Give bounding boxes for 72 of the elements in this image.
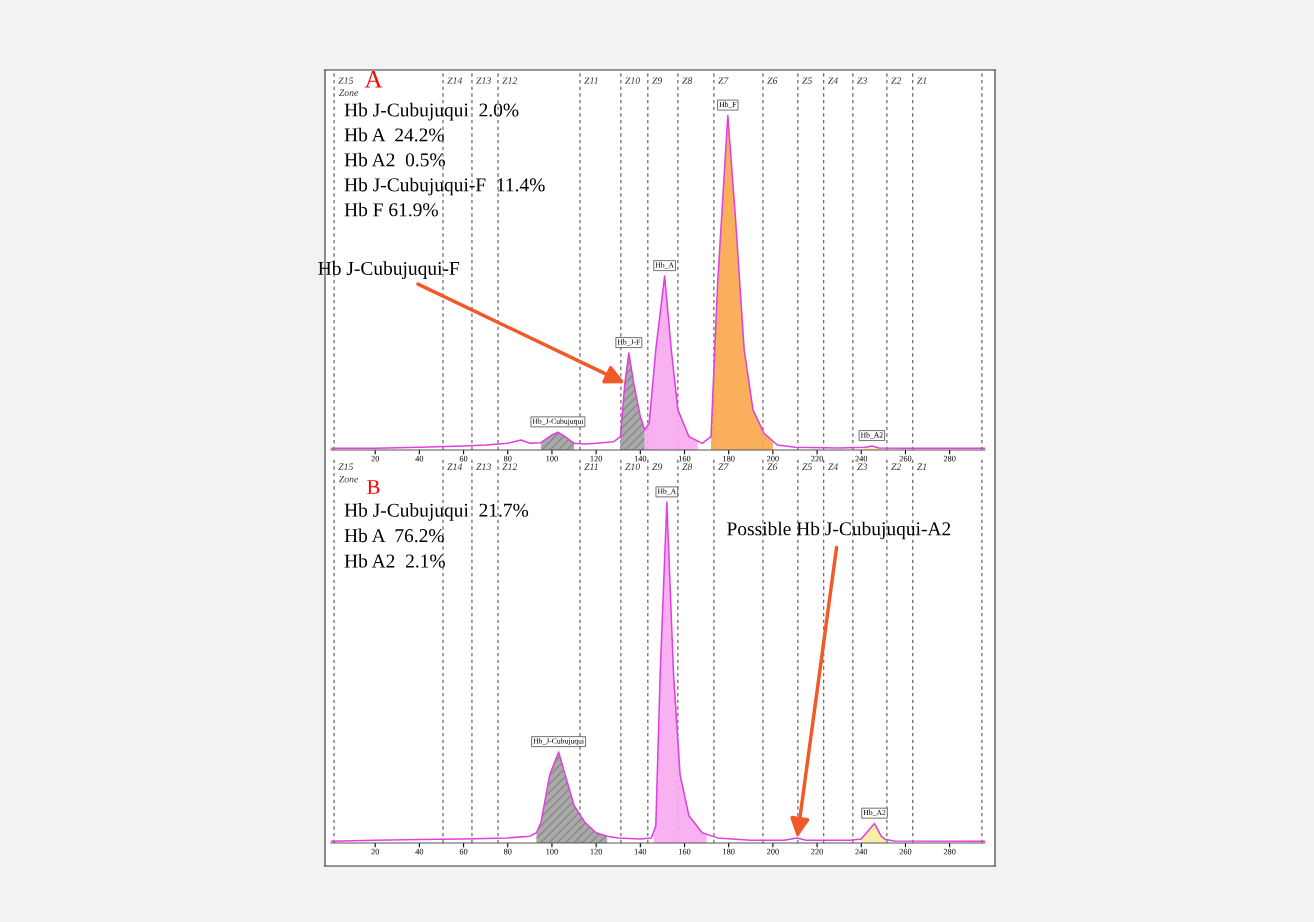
ref-line-label: Z4 (827, 463, 838, 470)
x-tick-label: 200 (767, 455, 779, 462)
x-tick-label: 40 (415, 848, 424, 855)
x-tick-label: 260 (899, 848, 912, 855)
x-tick-label: 280 (943, 455, 956, 462)
x-tick-label: 60 (459, 455, 468, 462)
annotation: Hb F 61.9% (344, 202, 438, 217)
ref-line-label: Z1 (917, 463, 927, 470)
ref-line-label: Z2 (891, 463, 902, 470)
annotation: Hb J-Cubujuqui-F 11.4% (344, 177, 545, 196)
x-tick-label: 80 (503, 455, 512, 462)
x-tick-label: 260 (899, 455, 912, 462)
x-tick-label: 40 (415, 455, 424, 462)
annotation: Possible Hb J-Cubujuqui-A2 (727, 521, 951, 540)
text: Zone (338, 475, 359, 483)
annotation: Hb J-Cubujuqui 21.7% (344, 503, 529, 521)
ref-line-label: Z10 (625, 77, 641, 84)
ref-line-label: Z3 (857, 77, 867, 84)
ref-line-label: Z13 (476, 77, 491, 84)
ref-line-label: Z11 (584, 463, 598, 470)
ref-line-label: Z14 (447, 77, 463, 84)
x-tick-label: 220 (811, 455, 824, 462)
ref-line-label: Z13 (476, 463, 491, 471)
x-tick-label: 280 (943, 848, 956, 855)
ref-line-label: Z15 (338, 77, 354, 84)
ref-line-label: Z9 (652, 463, 663, 471)
ref-line-label: Z4 (827, 77, 838, 84)
x-tick-label: 60 (459, 848, 468, 855)
ref-line-label: Z14 (447, 463, 463, 470)
ref-line-label: Z5 (802, 77, 812, 84)
x-tick-label: 180 (723, 848, 735, 855)
x-tick-label: 100 (546, 848, 558, 855)
ref-line-label: Z10 (625, 463, 641, 471)
annotation: Hb J-Cubujuqui 2.0% (344, 102, 519, 121)
ref-line-label: Z9 (652, 77, 663, 84)
ref-line-label: Z3 (857, 463, 867, 471)
x-tick-label: 240 (855, 455, 868, 462)
ref-line-label: Z6 (767, 463, 778, 471)
annotation: Hb J-Cubujuqui-F (318, 261, 460, 279)
annotation: Hb A 24.2% (344, 127, 444, 142)
chart-title: B (367, 480, 380, 494)
ref-line-label: Z11 (584, 77, 598, 84)
ref-line-label: Z7 (718, 77, 729, 84)
x-tick-label: 200 (767, 848, 779, 855)
ref-line-label: Z5 (802, 463, 812, 471)
x-tick-label: 240 (855, 848, 868, 855)
x-tick-label: 140 (634, 455, 647, 462)
text: Zone (338, 89, 359, 96)
ref-line-label: Z6 (767, 77, 778, 84)
x-tick-label: 80 (503, 848, 512, 855)
ref-line-label: Z1 (917, 77, 927, 84)
ref-line-label: Z15 (338, 463, 354, 471)
annotation: Hb A2 2.1% (344, 553, 445, 568)
ref-line-label: Z12 (502, 463, 518, 470)
annotation: Hb A 76.2% (344, 528, 444, 543)
x-tick-label: 180 (723, 455, 735, 462)
x-tick-label: 140 (634, 848, 647, 855)
x-tick-label: 220 (811, 848, 824, 855)
ref-line-label: Z2 (891, 77, 902, 84)
x-tick-label: 160 (679, 455, 691, 462)
x-tick-label: 20 (371, 455, 380, 462)
ref-line-label: Z8 (682, 463, 693, 471)
ref-line-label: Z8 (682, 77, 693, 84)
x-tick-label: 120 (590, 848, 603, 855)
chart-title: A (364, 70, 383, 88)
x-tick-label: 120 (590, 455, 603, 462)
annotation: Hb A2 0.5% (344, 152, 445, 167)
ref-line-label: Z7 (718, 463, 729, 470)
x-tick-label: 100 (546, 455, 558, 462)
ref-line-label: Z12 (502, 77, 518, 84)
x-tick-label: 20 (371, 848, 380, 855)
x-tick-label: 160 (679, 848, 691, 855)
